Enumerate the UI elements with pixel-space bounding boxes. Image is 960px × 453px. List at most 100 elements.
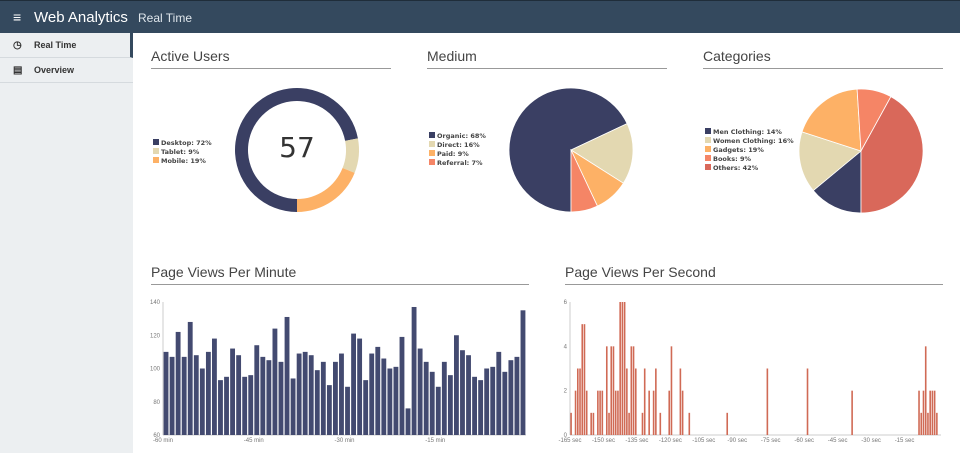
bar	[806, 368, 809, 435]
legend-label: Gadgets: 19%	[713, 146, 764, 154]
y-tick-label: 100	[150, 367, 161, 373]
legend-label: Organic: 68%	[437, 132, 486, 140]
bar	[601, 390, 604, 435]
x-tick-label: -45 sec	[828, 438, 848, 444]
bar	[496, 351, 502, 435]
bar	[652, 390, 655, 435]
bar	[205, 351, 211, 435]
bar	[648, 390, 650, 435]
bar	[423, 361, 429, 435]
top-header: ≡ Web Analytics Real Time	[0, 0, 960, 33]
categories-slice	[801, 88, 862, 152]
bar	[641, 412, 644, 435]
bar	[296, 353, 302, 435]
bar	[181, 356, 187, 435]
bar	[851, 390, 853, 435]
y-tick-label: 6	[564, 300, 568, 306]
bar	[260, 356, 266, 435]
legend-swatch	[153, 139, 159, 145]
bar	[766, 368, 769, 435]
bar	[326, 385, 332, 435]
legend-swatch	[153, 157, 159, 163]
bar	[236, 355, 242, 435]
legend-label: Referral: 7%	[437, 159, 483, 167]
bar	[472, 376, 477, 435]
x-tick-label: -15 sec	[895, 438, 915, 444]
bar	[230, 348, 235, 435]
legend-label: Desktop: 72%	[161, 139, 212, 147]
divider	[427, 68, 667, 69]
bar	[369, 353, 375, 435]
x-tick-label: -150 sec	[592, 438, 615, 444]
medium-title: Medium	[427, 48, 477, 64]
bar	[284, 316, 290, 435]
y-tick-label: 80	[153, 400, 160, 406]
divider	[151, 68, 391, 69]
bar	[411, 306, 417, 435]
medium-slice	[508, 87, 628, 213]
active-users-slice	[342, 138, 359, 173]
bar	[187, 321, 193, 435]
active-users-title: Active Users	[151, 48, 230, 64]
bar	[435, 386, 441, 435]
bar	[212, 338, 217, 435]
bar	[508, 360, 514, 435]
legend-label: Men Clothing: 14%	[713, 128, 782, 136]
categories-title: Categories	[703, 48, 771, 64]
clock-icon: ◷	[13, 40, 22, 51]
bar	[927, 412, 929, 435]
x-tick-label: -135 sec	[625, 438, 648, 444]
legend-swatch	[429, 159, 435, 165]
x-tick-label: -165 sec	[558, 438, 581, 444]
legend-swatch	[429, 132, 435, 138]
bar	[218, 380, 223, 435]
x-tick-label: -120 sec	[659, 438, 682, 444]
bar	[579, 368, 581, 435]
bar	[490, 366, 496, 435]
bar	[626, 368, 628, 435]
bar	[387, 368, 393, 435]
bar	[643, 368, 646, 435]
bar	[581, 324, 584, 435]
bar	[630, 346, 633, 435]
bar	[363, 380, 369, 435]
legend-swatch	[429, 141, 435, 147]
divider	[703, 68, 943, 69]
x-tick-label: -60 min	[153, 438, 173, 444]
bar	[429, 371, 435, 435]
bar	[614, 390, 617, 435]
bar	[590, 412, 592, 435]
bar	[610, 346, 613, 435]
sidebar-item-overview[interactable]: ▤ Overview	[0, 58, 133, 83]
bar	[933, 390, 936, 435]
bar	[570, 412, 572, 435]
legend-label: Direct: 16%	[437, 141, 480, 149]
sidebar-item-label: Overview	[34, 65, 75, 75]
bar	[381, 358, 387, 435]
dashboard-icon: ▤	[13, 65, 23, 76]
page-views-minute-title: Page Views Per Minute	[151, 264, 297, 280]
bar	[574, 390, 577, 435]
bar	[936, 412, 938, 435]
y-tick-label: 0	[564, 433, 568, 439]
sidebar-item-real-time[interactable]: ◷ Real Time	[0, 33, 133, 58]
sidebar: ◷ Real Time ▤ Overview	[0, 33, 133, 453]
divider	[565, 284, 943, 285]
x-tick-label: -90 sec	[727, 438, 747, 444]
bar	[484, 368, 490, 435]
medium-slice	[570, 149, 598, 213]
bar	[688, 412, 691, 435]
bar	[399, 336, 405, 435]
bar	[375, 346, 381, 435]
y-tick-label: 4	[564, 344, 568, 350]
bar	[597, 390, 599, 435]
bar	[655, 368, 657, 435]
bar	[169, 356, 175, 435]
hamburger-icon[interactable]: ≡	[13, 9, 22, 25]
bar	[320, 361, 326, 435]
bar	[617, 390, 619, 435]
bar	[199, 368, 205, 435]
bar	[466, 355, 471, 435]
bar	[726, 412, 729, 435]
legend-label: Paid: 9%	[437, 150, 469, 158]
